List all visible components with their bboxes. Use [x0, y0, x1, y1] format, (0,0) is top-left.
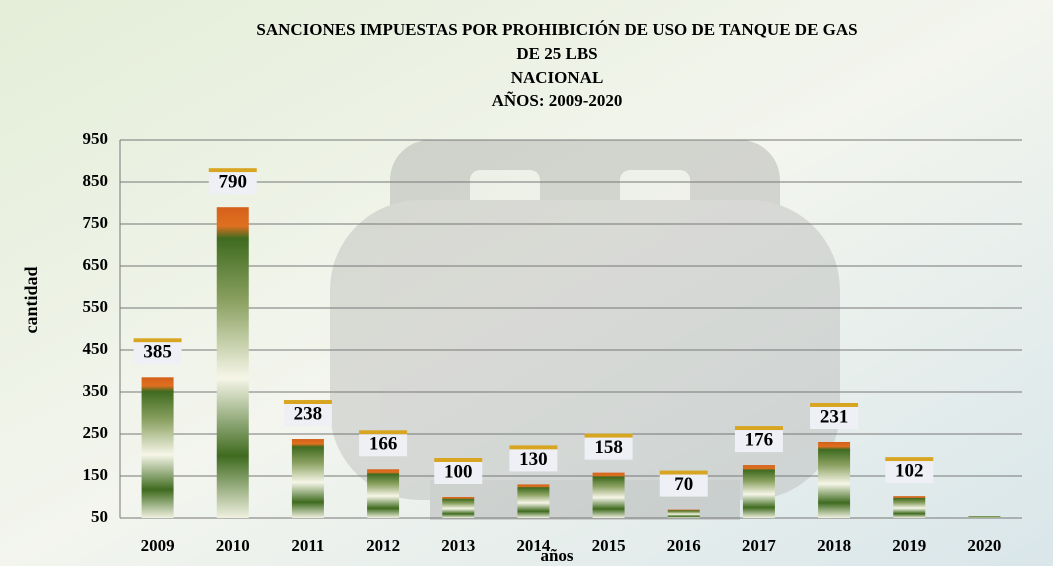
chart-title: NACIONAL [511, 68, 604, 87]
bar [216, 207, 249, 518]
y-axis-label: cantidad [21, 266, 41, 333]
label-cap [434, 458, 483, 462]
y-tick-label: 250 [83, 423, 109, 442]
x-tick-label: 2013 [441, 536, 475, 555]
x-tick-label: 2017 [742, 536, 777, 555]
y-tick-label: 150 [83, 465, 109, 484]
x-tick-label: 2019 [892, 536, 926, 555]
bar [968, 516, 1001, 518]
data-label: 70 [674, 474, 693, 495]
x-tick-label: 2014 [516, 536, 551, 555]
label-cap [885, 457, 934, 462]
label-box [208, 172, 257, 195]
data-label: 130 [519, 449, 548, 470]
bar [141, 377, 174, 518]
label-box [734, 430, 783, 453]
bar [442, 497, 475, 518]
x-tick-label: 2010 [216, 536, 250, 555]
label-box [359, 434, 408, 457]
label-cap [133, 338, 182, 343]
y-tick-label: 350 [83, 381, 109, 400]
bar [291, 439, 324, 518]
bar [893, 496, 926, 518]
x-tick-label: 2018 [817, 536, 851, 555]
y-tick-label: 950 [83, 129, 109, 148]
label-cap [734, 426, 783, 431]
bar [592, 472, 625, 518]
bar [367, 469, 400, 518]
data-label: 100 [444, 461, 473, 482]
tank-image [330, 140, 840, 520]
bar [667, 509, 700, 518]
y-tick-label: 650 [83, 255, 109, 274]
data-label: 385 [143, 342, 172, 363]
label-box [810, 406, 859, 429]
chart-title: AÑOS: 2009-2020 [492, 91, 623, 110]
y-tick-label: 550 [83, 297, 109, 316]
data-label: 158 [594, 437, 623, 458]
x-tick-label: 2011 [291, 536, 324, 555]
label-cap [283, 400, 332, 405]
data-label: 238 [294, 403, 323, 424]
y-tick-label: 850 [83, 171, 109, 190]
x-tick-label: 2012 [366, 536, 400, 555]
bar [517, 484, 550, 518]
label-box [584, 437, 633, 460]
x-tick-label: 2016 [667, 536, 701, 555]
data-label: 231 [820, 406, 849, 427]
y-tick-label: 450 [83, 339, 109, 358]
label-box [885, 461, 934, 484]
data-label: 166 [369, 434, 398, 455]
chart-title: DE 25 LBS [516, 44, 597, 63]
label-cap [208, 168, 257, 173]
bar [742, 465, 775, 518]
data-label: 102 [895, 461, 924, 482]
data-label: 790 [219, 172, 248, 193]
label-box [434, 462, 483, 484]
label-cap [659, 470, 708, 475]
x-axis-label: años [540, 546, 573, 565]
label-box [509, 449, 558, 472]
label-box [283, 404, 332, 427]
label-cap [359, 430, 408, 435]
y-tick-label: 750 [83, 213, 109, 232]
label-cap [810, 402, 859, 407]
label-box [133, 342, 182, 365]
x-tick-label: 2015 [592, 536, 626, 555]
label-cap [584, 433, 633, 438]
label-box [659, 474, 708, 497]
bar [818, 441, 851, 518]
x-tick-label: 2020 [967, 536, 1001, 555]
chart-title: SANCIONES IMPUESTAS POR PROHIBICIÓN DE U… [256, 20, 857, 39]
x-tick-label: 2009 [141, 536, 175, 555]
data-label: 176 [745, 429, 774, 450]
y-tick-label: 50 [91, 507, 108, 526]
label-cap [509, 445, 558, 450]
